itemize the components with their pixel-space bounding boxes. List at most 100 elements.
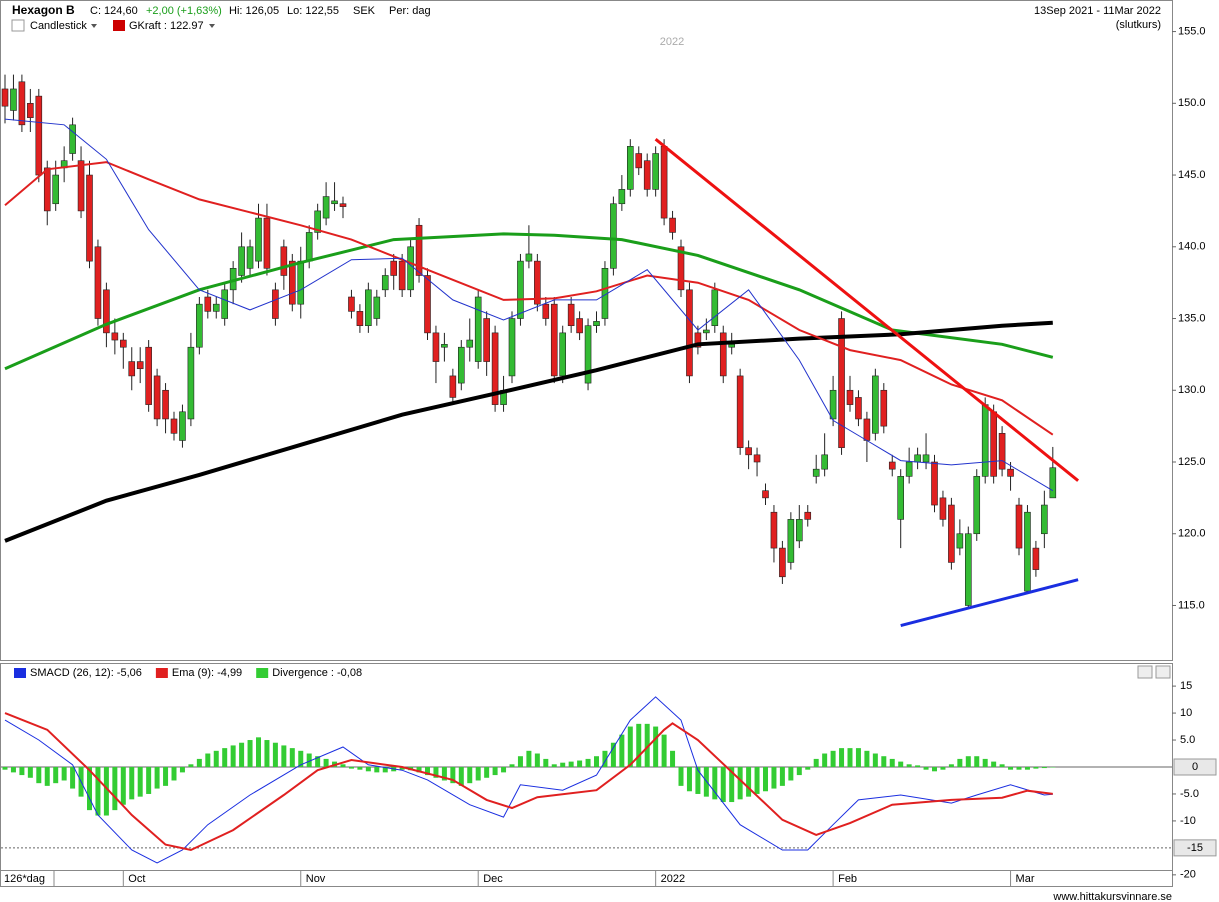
candle-body — [466, 339, 474, 348]
candle-body — [567, 303, 575, 326]
dropdown-arrow[interactable] — [91, 24, 97, 28]
candle-body — [322, 196, 330, 219]
candle-body — [677, 246, 685, 291]
candle-body — [542, 303, 550, 319]
candle-body — [1041, 504, 1048, 535]
legend-swatch — [14, 668, 26, 678]
candle-body — [449, 375, 457, 398]
candle-body — [897, 476, 905, 520]
candle-body — [719, 332, 727, 377]
histogram-bar — [289, 748, 295, 767]
histogram-bar — [501, 766, 507, 773]
high-price: Hi: 126,05 — [229, 5, 279, 17]
candle-body — [753, 454, 761, 463]
histogram-bar — [357, 766, 363, 770]
candle-body — [35, 95, 43, 176]
histogram-bar — [779, 766, 785, 786]
histogram-bar — [915, 765, 921, 767]
candle-body — [1032, 547, 1040, 570]
candle-body — [576, 318, 583, 334]
candle-body — [703, 329, 710, 334]
histogram-bar — [425, 766, 430, 776]
candle-body — [221, 289, 228, 319]
candle-body — [804, 511, 812, 520]
candle-body — [711, 289, 719, 326]
candle-body — [846, 389, 854, 405]
histogram-bar — [484, 766, 490, 778]
symbol: Hexagon B — [12, 3, 75, 17]
currency: SEK — [353, 5, 376, 17]
histogram-bar — [534, 753, 540, 767]
style-swatch — [11, 19, 25, 32]
y-tick-label: 130.0 — [1178, 384, 1206, 396]
overlay[interactable]: GKraft : 122.97 — [129, 20, 204, 32]
candle-body — [491, 332, 499, 405]
histogram-bar — [10, 766, 16, 773]
low-price: Lo: 122,55 — [287, 5, 339, 17]
histogram-bar — [272, 742, 278, 767]
histogram-bar — [87, 766, 92, 811]
histogram-bar — [855, 748, 861, 767]
histogram-bar — [991, 761, 997, 767]
histogram-bar — [746, 766, 752, 797]
legend-label: Divergence : -0,08 — [272, 667, 362, 679]
reference-box — [1173, 758, 1217, 776]
histogram-bar — [923, 766, 929, 770]
candle-body — [27, 103, 34, 118]
indicator-line — [4, 161, 1054, 436]
dropdown-arrow[interactable] — [209, 24, 215, 28]
histogram-bar — [129, 766, 135, 800]
candle-body — [643, 160, 651, 190]
histogram-bar — [256, 737, 261, 767]
candle-body — [534, 260, 541, 305]
histogram-bar — [982, 758, 988, 767]
candle-body — [263, 217, 271, 269]
candle-body — [43, 167, 51, 212]
candle-body — [145, 346, 152, 405]
candle-body — [855, 397, 862, 420]
histogram-bar — [932, 766, 937, 772]
histogram-bar — [830, 750, 836, 767]
histogram-bar — [788, 766, 794, 781]
overlay-swatch — [113, 20, 125, 31]
reference-box — [1173, 839, 1217, 857]
candle-body — [187, 346, 195, 420]
y-tick-label: 10 — [1180, 707, 1192, 719]
candle-body — [381, 275, 389, 291]
histogram-bar — [247, 740, 253, 767]
candle-body — [905, 461, 913, 477]
macd-line — [4, 712, 1053, 852]
histogram-bar — [315, 756, 321, 767]
candle-body — [770, 511, 778, 549]
histogram-bar — [1024, 766, 1030, 770]
zoom-button[interactable] — [1137, 665, 1153, 679]
histogram-bar — [577, 760, 583, 767]
histogram-bar — [323, 758, 329, 767]
histogram-bar — [813, 758, 819, 767]
histogram-bar — [627, 726, 633, 767]
histogram-bar — [2, 766, 8, 770]
change: +2,00 (+1,63%) — [146, 5, 222, 17]
histogram-bar — [340, 764, 346, 767]
chart-style[interactable]: Candlestick — [30, 20, 87, 32]
candle-body — [517, 260, 524, 319]
indicator-line — [900, 578, 1079, 628]
indicator-line — [654, 138, 1080, 482]
histogram-bar — [610, 742, 616, 767]
candle-body — [939, 497, 947, 520]
histogram-bar — [594, 756, 599, 767]
histogram-bar — [450, 766, 456, 784]
x-tick-label: Mar — [1016, 873, 1035, 885]
close-button[interactable] — [1155, 665, 1171, 679]
histogram-bar — [264, 740, 270, 767]
legend-label: Ema (9): -4,99 — [172, 667, 242, 679]
candle-body — [128, 361, 136, 377]
histogram-bar — [805, 766, 811, 770]
x-tick-label: Dec — [483, 873, 503, 885]
date-range: 13Sep 2021 - 11Mar 2022 — [1034, 5, 1161, 17]
histogram-bar — [720, 766, 726, 803]
x-tick-label: Nov — [306, 873, 326, 885]
histogram-bar — [213, 750, 219, 767]
macd-line — [4, 696, 1053, 864]
candle-body — [77, 160, 85, 212]
